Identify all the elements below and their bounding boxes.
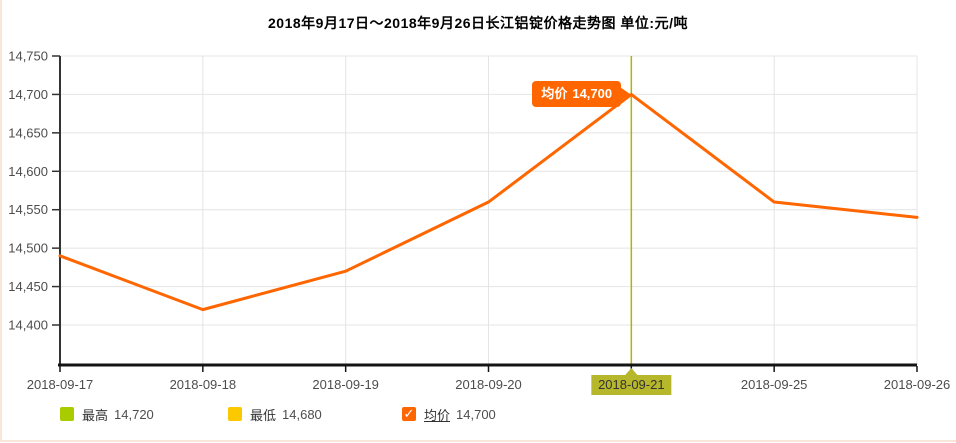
legend-item-min[interactable]: ✓ 最低 14,680 — [228, 403, 322, 425]
x-tick-label: 2018-09-17 — [27, 377, 94, 392]
chart-title: 2018年9月17日～2018年9月26日长江铝锭价格走势图 单位:元/吨 — [268, 15, 688, 31]
legend-value-max: 14,720 — [114, 406, 154, 422]
y-tick-label: 14,750 — [8, 49, 48, 64]
plot-area[interactable]: 14,750 14,700 14,650 14,600 14,550 14,500 14,4… — [0, 0, 956, 400]
x-tick-label: 2018-09-20 — [455, 377, 522, 392]
legend-checkbox-max[interactable]: ✓ — [60, 407, 74, 421]
legend-value-avg: 14,700 — [456, 406, 496, 422]
x-tick-label: 2018-09-25 — [741, 377, 808, 392]
y-tick-label: 14,650 — [8, 125, 48, 140]
legend-checkbox-avg[interactable]: ✓ — [402, 407, 416, 421]
highlighted-date-badge — [591, 375, 672, 395]
x-tick-label: 2018-09-18 — [170, 377, 237, 392]
legend-value-min: 14,680 — [282, 406, 322, 422]
legend-label-avg[interactable]: 均价 — [424, 407, 451, 423]
x-tick-label-highlighted: 2018-09-21 — [598, 377, 665, 392]
page-bottom-border — [0, 440, 956, 442]
page-left-border — [0, 0, 2, 441]
legend: ✓ 最高 14,720 ✓ 最低 14,680 ✓ 均价 14,700 — [0, 403, 956, 427]
legend-checkbox-min[interactable]: ✓ — [228, 407, 242, 421]
legend-item-avg[interactable]: ✓ 均价 14,700 — [402, 403, 496, 425]
y-tick-label: 14,550 — [8, 202, 48, 217]
tooltip: 均价 14,700 — [532, 81, 630, 108]
legend-item-max[interactable]: ✓ 最高 14,720 — [60, 403, 154, 425]
price-line[interactable] — [58, 92, 919, 312]
tooltip-series-label: 均价 — [541, 86, 568, 102]
y-tick-label: 14,450 — [8, 279, 48, 294]
y-tick-label: 14,600 — [8, 164, 48, 179]
legend-label-min[interactable]: 最低 — [250, 407, 277, 423]
y-tick-label: 14,500 — [8, 241, 48, 256]
legend-label-max[interactable]: 最高 — [82, 407, 109, 423]
y-tick-label: 14,700 — [8, 87, 48, 102]
tooltip-value: 14,700 — [572, 86, 613, 102]
highlighted-date-pointer-icon — [624, 368, 639, 376]
x-tick-label: 2018-09-19 — [312, 377, 379, 392]
x-tick-label: 2018-09-26 — [884, 377, 951, 392]
y-tick-label: 14,400 — [8, 318, 48, 333]
check-icon: ✓ — [403, 406, 415, 421]
